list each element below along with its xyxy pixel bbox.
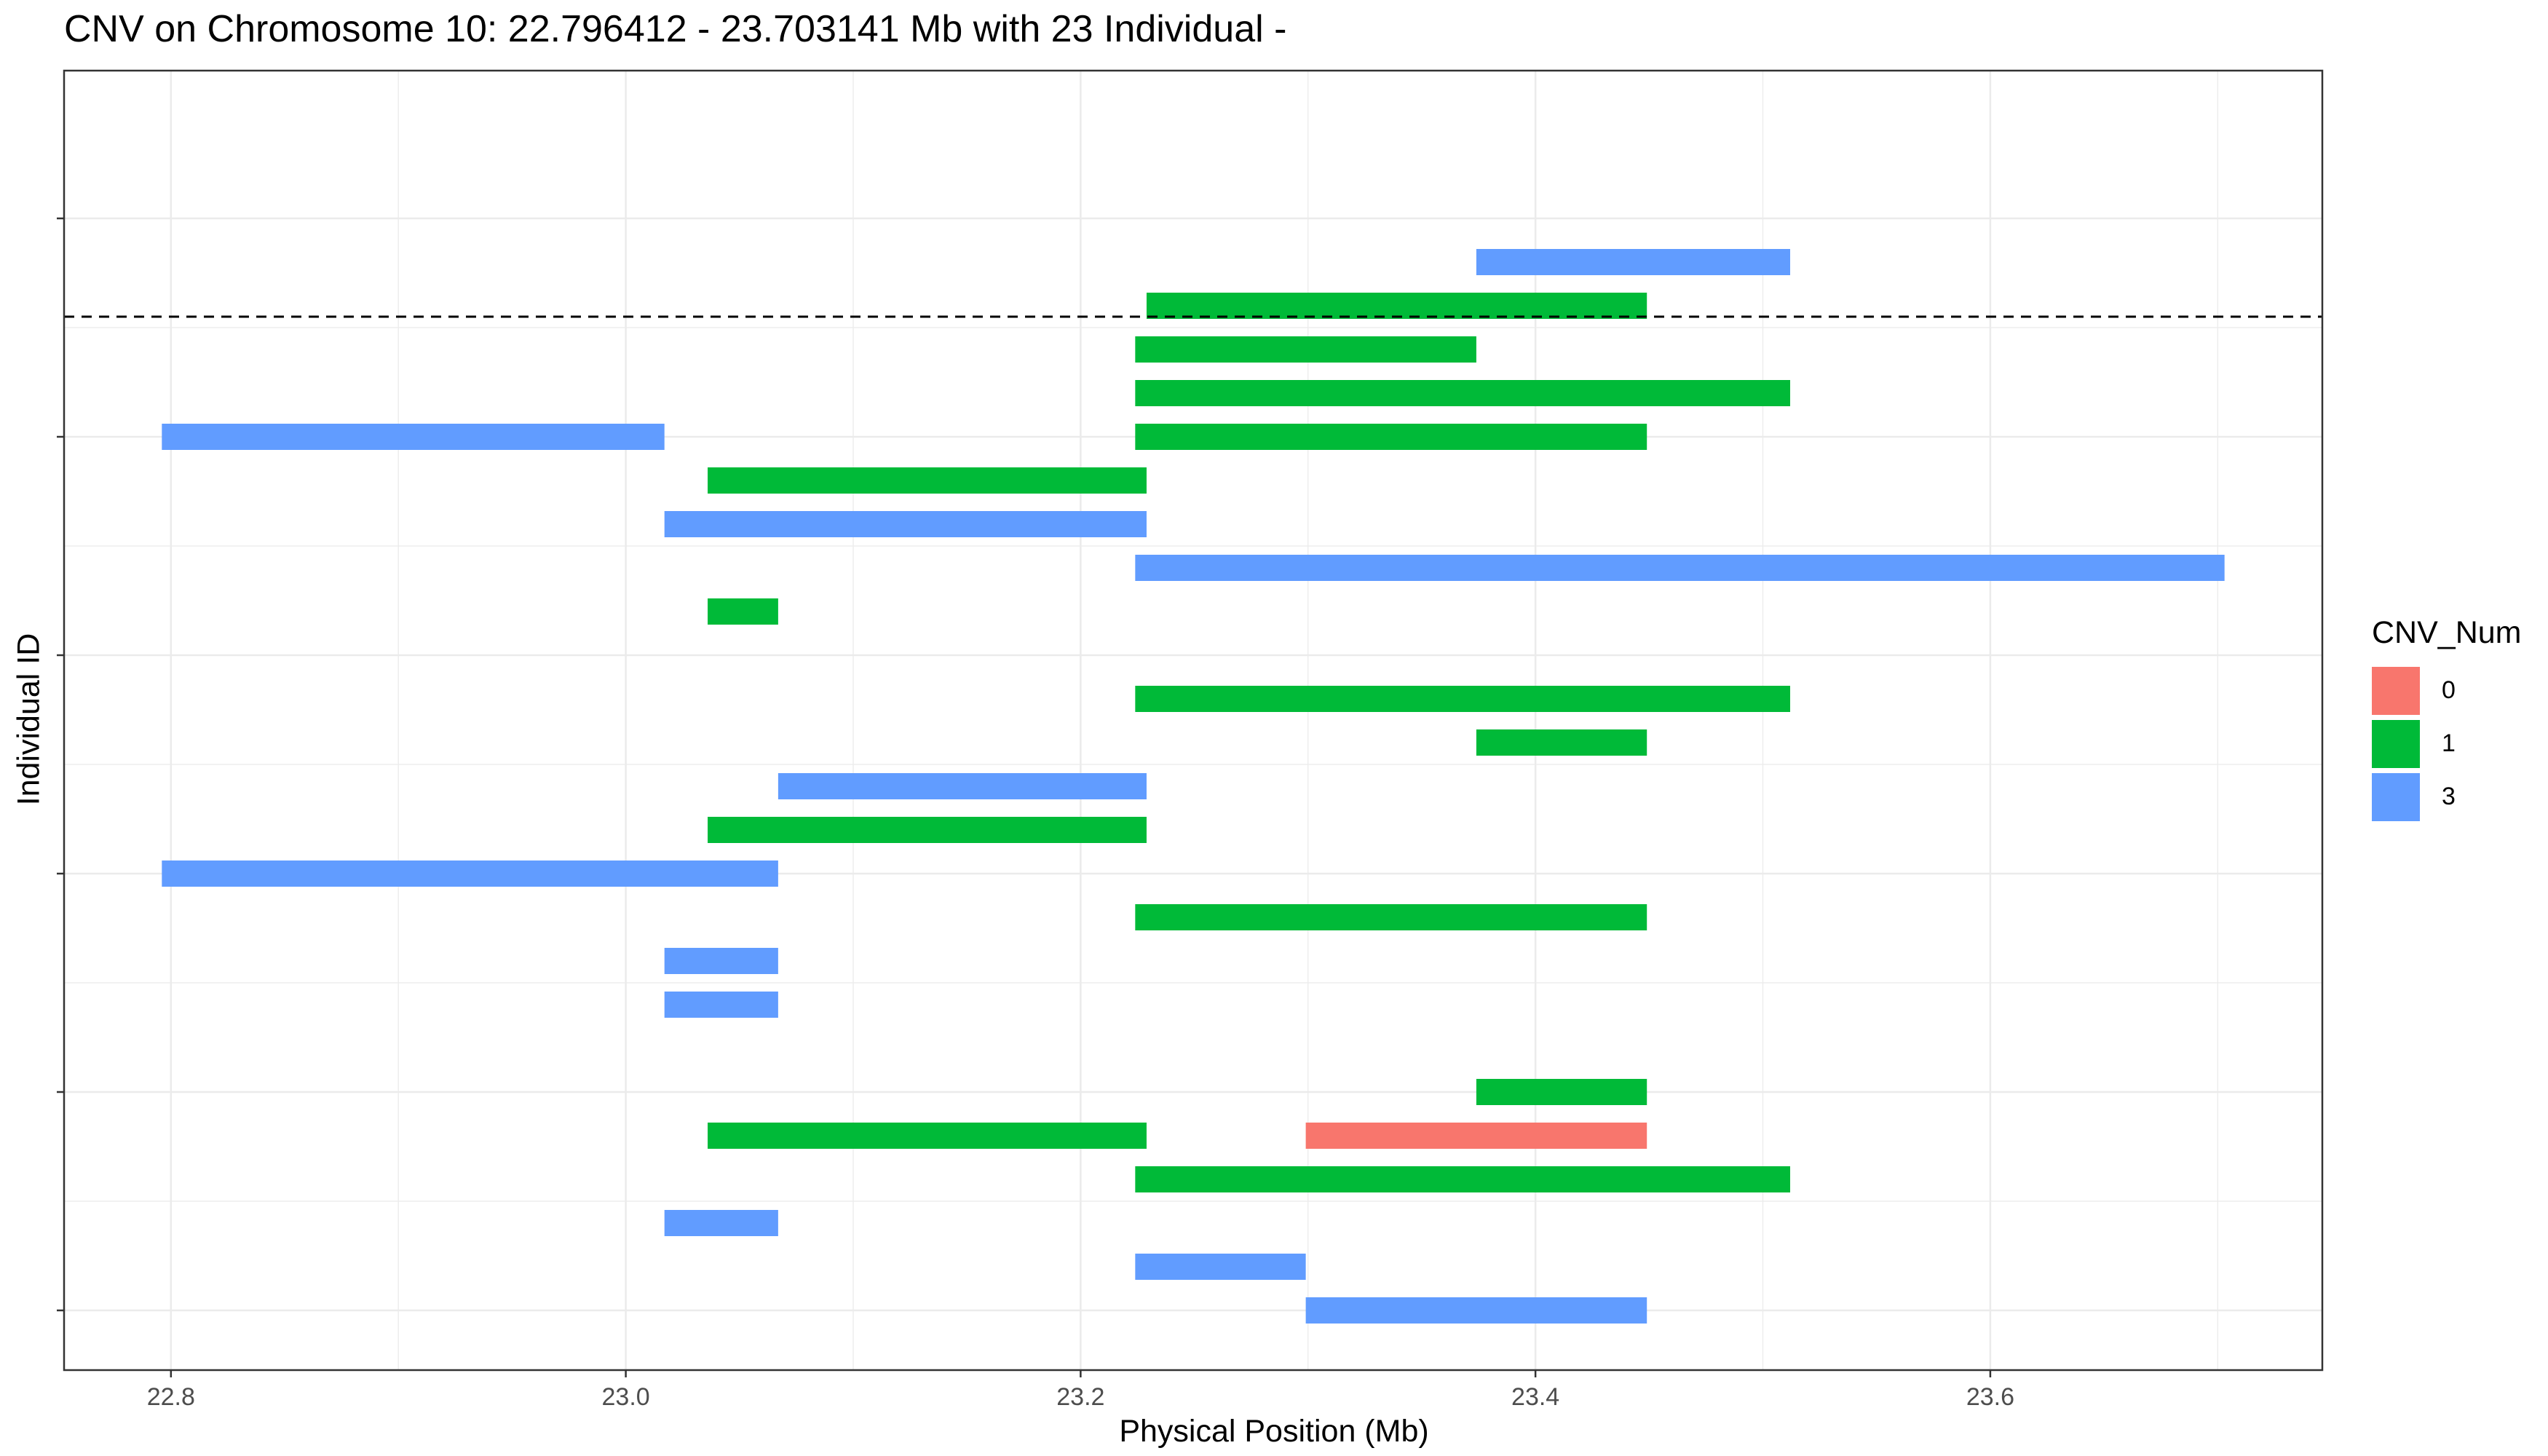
- cnv-segment-17: [1135, 555, 2225, 581]
- cnv-segments: [162, 249, 2225, 1324]
- cnv-segment-4: [1135, 1166, 1791, 1192]
- cnv-segment-14: [1476, 729, 1647, 756]
- cnv-segment-12: [708, 817, 1147, 843]
- legend-label-2: 3: [2442, 783, 2456, 810]
- cnv-segment-1: [1305, 1297, 1647, 1324]
- legend-swatch-2: [2372, 772, 2420, 821]
- legend-item-1: 1: [2372, 717, 2522, 770]
- cnv-segment-9: [664, 948, 778, 974]
- cnv-segment-2: [1135, 1254, 1306, 1280]
- axes: 22.8 23.0 23.2 23.4 23.6: [57, 217, 2014, 1411]
- cnv-segment-5: [708, 1123, 1147, 1149]
- legend-swatch-0: [2372, 666, 2420, 715]
- cnv-segment-15: [1135, 686, 1791, 712]
- cnv-segment-24: [1146, 293, 1647, 319]
- cnv-segment-13: [778, 773, 1147, 799]
- y-axis-label: Individual ID: [11, 633, 47, 806]
- cnv-segment-7: [1476, 1079, 1647, 1105]
- plot-border: [63, 69, 2324, 1372]
- legend-swatch-1: [2372, 719, 2420, 768]
- cnv-segment-10: [1135, 904, 1647, 930]
- legend-item-0: 0: [2372, 664, 2522, 717]
- x-tick-label: 23.2: [1056, 1383, 1104, 1411]
- chart-title: CNV on Chromosome 10: 22.796412 - 23.703…: [64, 8, 1287, 50]
- x-tick-label: 23.6: [1966, 1383, 2014, 1411]
- x-tick-label: 23.0: [602, 1383, 650, 1411]
- legend-label-0: 0: [2442, 676, 2456, 704]
- x-tick-label: 23.4: [1511, 1383, 1559, 1411]
- cnv-segment-19: [708, 467, 1147, 494]
- cnv-segment-18: [664, 511, 1147, 537]
- plot-background: [64, 71, 2322, 1370]
- cnv-segment-8: [664, 992, 778, 1018]
- cnv-segment-21: [1135, 424, 1647, 450]
- x-axis-label: Physical Position (Mb): [1119, 1414, 1429, 1449]
- cnv-segment-11: [162, 860, 778, 887]
- cnv-segment-16: [708, 598, 778, 625]
- cnv-segment-3: [664, 1210, 778, 1236]
- cnv-segment-25: [1476, 249, 1791, 275]
- x-tick-label: 22.8: [147, 1383, 195, 1411]
- legend: CNV_Num 0 1 3: [2372, 615, 2522, 823]
- cnv-segment-6: [1305, 1123, 1647, 1149]
- legend-item-2: 3: [2372, 770, 2522, 823]
- cnv-segment-23: [1135, 336, 1476, 363]
- legend-label-1: 1: [2442, 729, 2456, 757]
- legend-title: CNV_Num: [2372, 615, 2522, 650]
- cnv-segment-20: [162, 424, 665, 450]
- cnv-segment-22: [1135, 380, 1791, 406]
